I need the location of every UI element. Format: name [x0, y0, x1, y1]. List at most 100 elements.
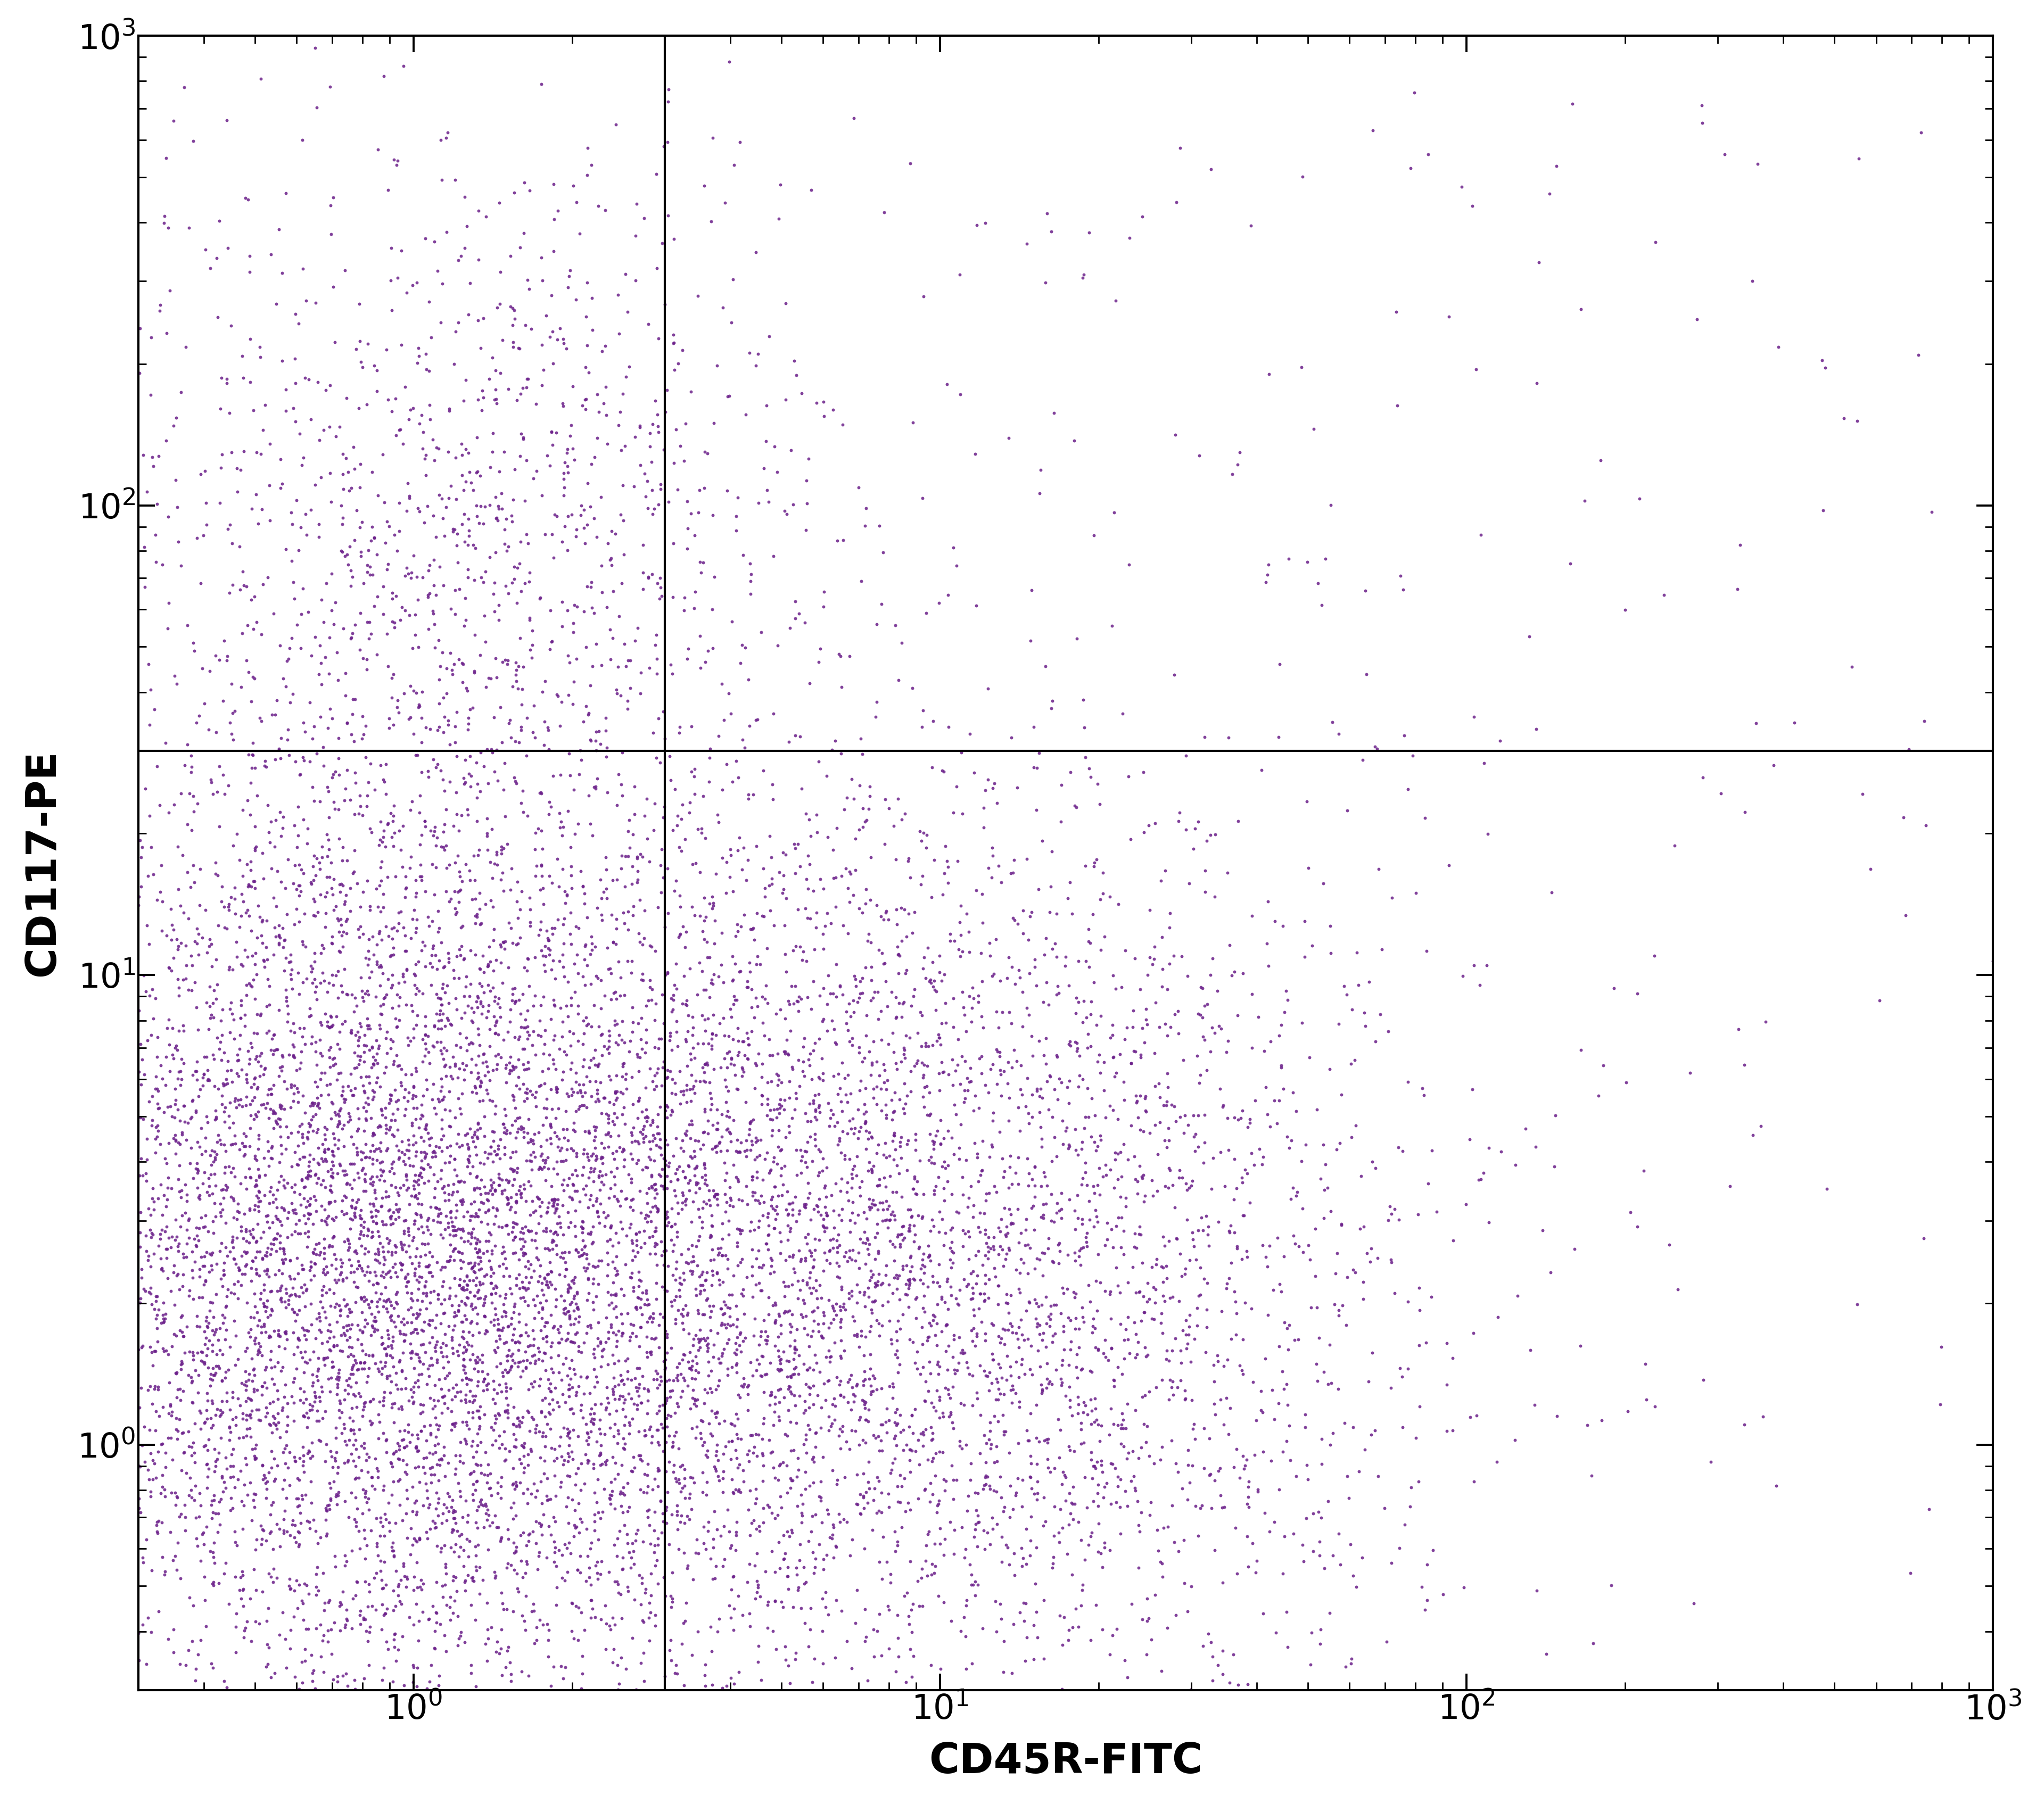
Point — [474, 1032, 507, 1061]
Point — [323, 1109, 356, 1138]
Point — [787, 1569, 820, 1598]
Point — [403, 1113, 435, 1142]
Point — [421, 1346, 454, 1375]
Point — [284, 419, 317, 447]
Point — [190, 1306, 223, 1335]
Point — [298, 1160, 331, 1189]
Point — [497, 1225, 529, 1254]
Point — [617, 772, 650, 801]
Point — [1120, 1344, 1153, 1373]
Point — [164, 1651, 196, 1680]
Point — [944, 1514, 977, 1542]
Point — [777, 1344, 809, 1373]
Point — [836, 1104, 869, 1133]
Point — [386, 1236, 419, 1265]
Point — [251, 945, 284, 974]
Point — [1069, 1546, 1102, 1575]
Point — [352, 945, 384, 974]
Point — [816, 1182, 848, 1210]
Point — [1038, 929, 1071, 958]
Point — [640, 1600, 672, 1629]
Point — [756, 1438, 789, 1467]
Point — [824, 639, 856, 667]
Point — [732, 972, 764, 1001]
Point — [164, 1385, 196, 1414]
Point — [1114, 1467, 1147, 1496]
Point — [1658, 832, 1690, 861]
Point — [695, 1315, 728, 1344]
Point — [317, 1118, 350, 1147]
Point — [767, 1521, 799, 1550]
Point — [529, 1234, 562, 1263]
Point — [384, 983, 417, 1012]
Point — [356, 1149, 388, 1178]
Point — [599, 1077, 632, 1106]
Point — [554, 1301, 587, 1330]
Point — [491, 1117, 523, 1146]
Point — [290, 830, 323, 859]
Point — [722, 1423, 754, 1452]
Point — [928, 960, 961, 989]
Point — [679, 1043, 711, 1072]
Point — [803, 1486, 836, 1515]
Point — [1063, 1389, 1096, 1418]
Point — [1705, 779, 1737, 808]
Point — [736, 1106, 769, 1135]
Point — [352, 624, 384, 653]
Point — [850, 1205, 883, 1234]
Point — [462, 509, 495, 538]
Point — [323, 411, 356, 440]
Point — [578, 1122, 611, 1151]
Point — [347, 1393, 380, 1422]
Point — [619, 1227, 652, 1256]
Point — [513, 1349, 546, 1378]
Point — [284, 1508, 317, 1537]
Point — [511, 1274, 544, 1302]
Point — [861, 687, 893, 716]
Point — [687, 1431, 719, 1459]
Point — [781, 1335, 814, 1364]
Point — [779, 722, 811, 750]
Point — [466, 1357, 499, 1385]
Point — [180, 1057, 213, 1086]
Point — [736, 1129, 769, 1158]
Point — [754, 864, 787, 893]
Point — [300, 1118, 333, 1147]
Point — [200, 985, 233, 1014]
Point — [987, 1627, 1020, 1656]
Point — [258, 1658, 290, 1687]
Point — [642, 1569, 675, 1598]
Point — [1609, 1068, 1641, 1097]
Point — [580, 1113, 613, 1142]
Point — [1359, 1153, 1392, 1182]
Point — [848, 953, 881, 981]
Point — [936, 983, 969, 1012]
Point — [879, 983, 912, 1012]
Point — [425, 1039, 458, 1068]
Point — [701, 1398, 734, 1427]
Point — [145, 1254, 178, 1283]
Point — [401, 1001, 433, 1030]
Point — [176, 1238, 208, 1266]
Point — [335, 1393, 368, 1422]
Point — [677, 1463, 709, 1492]
Point — [805, 1200, 838, 1229]
Point — [470, 1492, 503, 1521]
Point — [190, 1512, 223, 1541]
Point — [691, 1050, 724, 1079]
Point — [356, 1340, 388, 1369]
Point — [333, 1149, 366, 1178]
Point — [1392, 1286, 1425, 1315]
Point — [983, 1055, 1016, 1084]
Point — [542, 1387, 574, 1416]
Point — [576, 1167, 609, 1196]
Point — [1024, 1245, 1057, 1274]
Point — [378, 384, 411, 413]
Point — [773, 1562, 805, 1591]
Point — [1805, 346, 1838, 375]
Point — [574, 449, 607, 478]
Point — [270, 983, 303, 1012]
Point — [225, 1169, 258, 1198]
Point — [231, 1384, 264, 1413]
Point — [920, 1310, 953, 1339]
